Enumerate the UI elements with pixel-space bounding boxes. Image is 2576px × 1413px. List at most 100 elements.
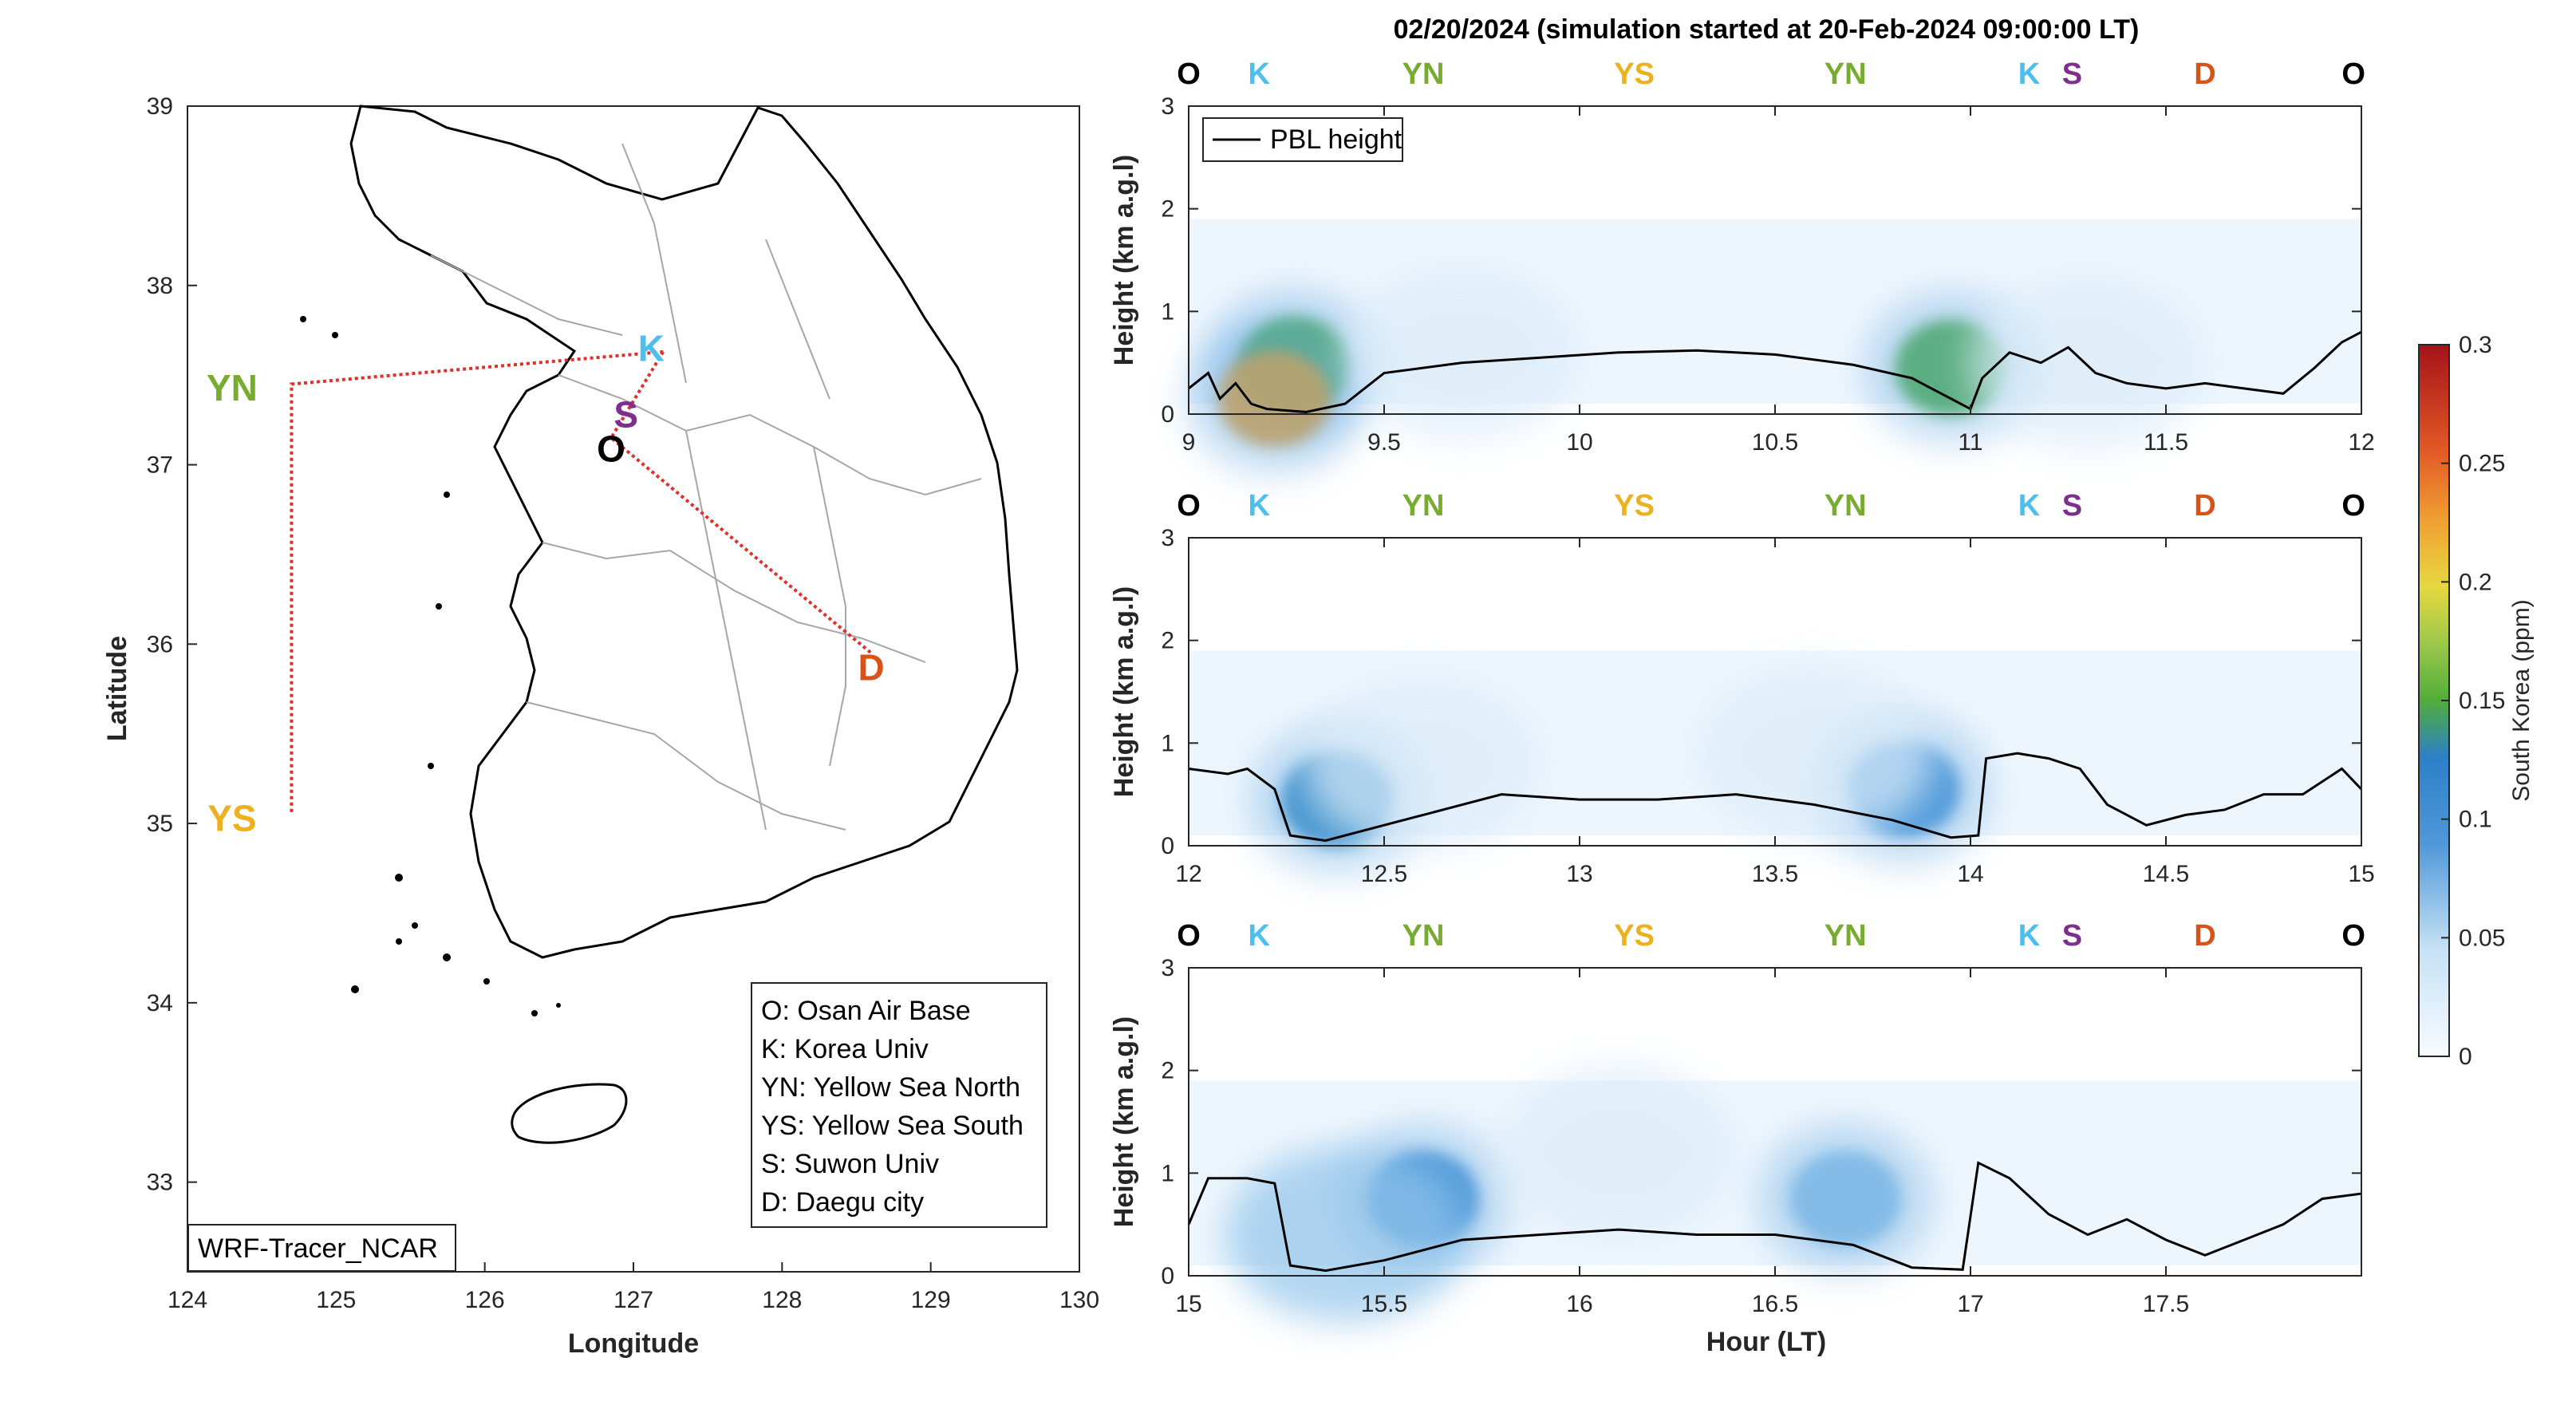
panel-y-tick-label: 2 — [1161, 196, 1174, 223]
islands — [300, 316, 561, 1016]
tracer-halo — [1757, 1123, 1934, 1275]
map-y-tick-label: 38 — [147, 273, 173, 299]
panel-site-label-o: O — [2341, 57, 2365, 91]
panel-site-label-s: S — [2062, 57, 2082, 91]
colorbar-ticks: 0 0.05 0.1 0.15 0.2 0.25 0.3 — [2441, 332, 2505, 1070]
panel-site-label-k: K — [1248, 919, 1270, 953]
pbl-height-line — [1188, 752, 2363, 843]
colorbar-tick-label: 0.1 — [2459, 807, 2492, 833]
panel-site-label-yn: YN — [1825, 489, 1867, 523]
panel-x-tick-label: 17 — [1957, 1291, 1983, 1317]
pbl-height-line — [1188, 330, 2362, 413]
map-site-d: D — [858, 647, 885, 689]
panel-site-label-yn: YN — [1402, 57, 1445, 91]
map-legend-entry: D: Daegu city — [761, 1187, 924, 1218]
korea-coastline — [349, 105, 1019, 959]
model-label-box — [187, 1224, 456, 1272]
map-legend-entry: K: Korea Univ — [761, 1034, 929, 1064]
panel-x-tick-label: 16 — [1566, 1291, 1592, 1317]
map-y-tick-label: 37 — [147, 452, 173, 479]
panel-site-label-o: O — [1177, 489, 1201, 523]
panel-site-label-s: S — [2062, 489, 2082, 523]
tracer-concentration-blob — [1499, 1064, 1738, 1241]
flight-track-west — [290, 349, 664, 815]
panel-y-axis-label: Height (km a.g.l) — [1109, 1016, 1139, 1227]
panel-x-tick-label: 14.5 — [2143, 861, 2189, 887]
tracer-concentration-blob — [1343, 264, 1582, 440]
model-label: WRF-Tracer_NCAR — [198, 1233, 438, 1264]
panel-site-label-d: D — [2194, 919, 2215, 953]
panel-y-tick-label: 3 — [1161, 93, 1174, 120]
panel-site-label-d: D — [2194, 57, 2215, 91]
panel-site-label-k: K — [2018, 57, 2041, 91]
time-x-axis-label: Hour (LT) — [1706, 1327, 1826, 1357]
panel-y-tick-label: 1 — [1161, 298, 1174, 325]
map-y-tick-label: 33 — [147, 1170, 173, 1196]
panel-x-tick-label: 12 — [2348, 429, 2374, 456]
panel-site-label-k: K — [1248, 489, 1270, 523]
map-legend-box — [751, 982, 1047, 1228]
map-x-tick-label: 128 — [762, 1287, 802, 1313]
admin-boundaries — [430, 143, 982, 831]
map-x-tick-label: 127 — [613, 1287, 653, 1313]
panel-x-tick-label: 17.5 — [2143, 1291, 2189, 1317]
map-site-o: O — [597, 428, 625, 469]
pbl-legend-label: PBL height — [1270, 124, 1402, 155]
colorbar-tick-label: 0.2 — [2459, 569, 2492, 595]
panel-y-axis-label: Height (km a.g.l) — [1109, 155, 1139, 365]
panel-site-label-o: O — [1177, 919, 1201, 953]
panel-y-tick-label: 2 — [1161, 628, 1174, 654]
map-x-tick-label: 130 — [1059, 1287, 1099, 1313]
panel-y-tick-label: 1 — [1161, 1160, 1174, 1186]
map-x-tick-label: 126 — [465, 1287, 505, 1313]
panel-x-tick-label: 15 — [2348, 861, 2374, 887]
panel-x-tick-label: 9.5 — [1367, 429, 1401, 456]
map-x-tick-label: 125 — [316, 1287, 356, 1313]
colorbar-tick-label: 0.05 — [2459, 925, 2505, 951]
tracer-concentration-blob — [1968, 274, 2207, 451]
chart-title: 02/20/2024 (simulation started at 20-Feb… — [1394, 14, 2140, 45]
panel-y-tick-label: 3 — [1161, 955, 1174, 981]
panel-y-axis-label: Height (km a.g.l) — [1109, 586, 1139, 797]
panel-site-label-o: O — [2341, 489, 2365, 523]
panel-x-tick-label: 13 — [1566, 861, 1592, 887]
map-x-axis-label: Longitude — [568, 1328, 699, 1359]
panel-y-tick-label: 2 — [1161, 1058, 1174, 1084]
panel-x-tick-label: 15.5 — [1361, 1291, 1407, 1317]
panel-y-tick-label: 0 — [1161, 401, 1174, 428]
map-y-axis-label: Latitude — [102, 636, 132, 741]
panel-x-tick-label: 14 — [1957, 861, 1983, 887]
map-x-ticks: 124 125 126 127 128 129 130 — [168, 1262, 1099, 1313]
panel-site-label-yn: YN — [1402, 489, 1445, 523]
tracer-concentration-blob — [1304, 676, 1543, 852]
panel-x-tick-label: 13.5 — [1752, 861, 1798, 887]
colorbar-tick-label: 0.3 — [2459, 332, 2492, 358]
map-legend: O: Osan Air Base K: Korea Univ YN: Yellow … — [761, 996, 1024, 1218]
panel-y-tick-label: 1 — [1161, 730, 1174, 756]
map-legend-entry: YS: Yellow Sea South — [761, 1111, 1024, 1141]
panel-site-label-ys: YS — [1614, 57, 1655, 91]
map-y-ticks: 33 34 35 36 37 38 39 — [147, 93, 197, 1196]
map-x-tick-label: 129 — [911, 1287, 951, 1313]
map-x-tick-label: 124 — [168, 1287, 207, 1313]
tracer-concentration-blob — [1694, 665, 1934, 842]
panel-site-label-s: S — [2062, 919, 2082, 953]
panel-site-label-yn: YN — [1402, 919, 1445, 953]
colorbar-tick-label: 0.15 — [2459, 688, 2505, 714]
map-site-yn: YN — [207, 367, 258, 409]
panel-x-tick-label: 9 — [1182, 429, 1196, 456]
flight-track — [290, 349, 873, 815]
panel-x-tick-label: 12 — [1175, 861, 1201, 887]
time-height-panel-3: 15 15.5 16 16.5 17 17.5 0 1 2 3 Height (km a.g.l) O… — [1109, 919, 2365, 1323]
panel-site-label-k: K — [2018, 489, 2041, 523]
panel-y-tick-label: 0 — [1161, 1263, 1174, 1289]
tracer-halo — [1186, 322, 1363, 475]
panel-x-tick-label: 10 — [1566, 429, 1592, 456]
map-y-tick-label: 35 — [147, 811, 173, 837]
map-site-ys: YS — [207, 797, 256, 839]
